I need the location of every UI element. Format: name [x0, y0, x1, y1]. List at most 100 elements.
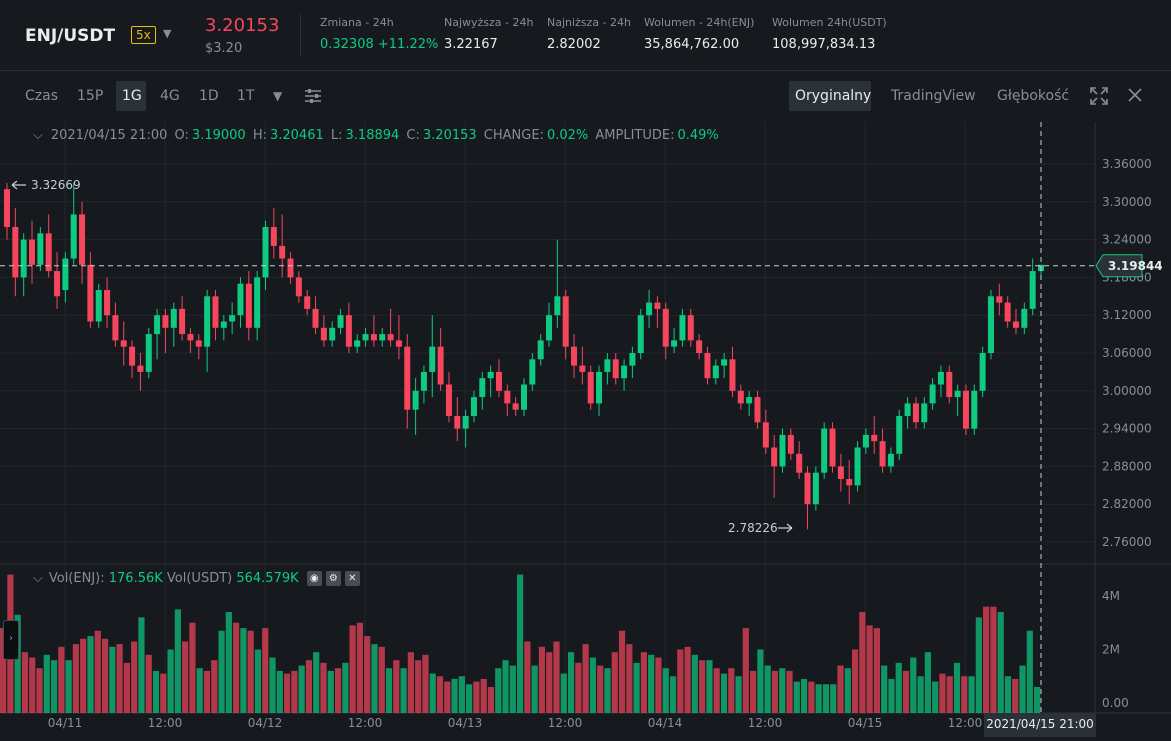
volume-bar	[902, 670, 910, 713]
volume-bar	[174, 609, 181, 713]
candle-body	[721, 359, 728, 366]
volume-bar	[560, 673, 567, 713]
candle-body	[487, 371, 494, 379]
indicator-settings-icon[interactable]	[304, 87, 322, 108]
candlestick-chart[interactable]: 3.360003.300003.240003.180003.120003.060…	[0, 122, 1171, 738]
interval-1g[interactable]: 1G	[122, 88, 142, 104]
interval-15p[interactable]: 15P	[77, 88, 104, 104]
volume-bar	[283, 673, 291, 713]
chart-area[interactable]: 3.36000 3.30000 3.24000 3.18000 3.12000 3.060…	[0, 122, 1171, 738]
vol-usdt-label: Vol(USDT)	[166, 571, 233, 586]
volume-bar	[320, 662, 327, 713]
volume-bar	[946, 676, 953, 713]
volume-bar	[837, 665, 844, 713]
candle-body	[304, 296, 311, 309]
candle-body	[429, 346, 436, 372]
candle-body	[971, 390, 978, 429]
volume-bar	[313, 652, 320, 713]
volume-bar	[691, 654, 698, 713]
fullscreen-icon[interactable]	[1090, 87, 1108, 108]
candle-body	[921, 403, 928, 423]
interval-1d[interactable]: 1D	[199, 88, 219, 104]
stat-value: 3.22167	[444, 37, 498, 52]
volume-bar	[378, 646, 385, 713]
candle-body	[904, 403, 911, 416]
volume-bar	[917, 676, 924, 713]
candle-body	[420, 371, 427, 391]
candle-body	[262, 227, 269, 278]
view-tradingview[interactable]: TradingView	[891, 88, 976, 104]
volume-bar	[953, 662, 961, 713]
volume-bar	[364, 636, 371, 713]
chart-toolbar	[0, 71, 1171, 121]
vol-enj-label: Vol(ENJ):	[48, 571, 105, 586]
volume-bar	[167, 649, 174, 713]
candle-body	[671, 340, 678, 347]
price-tick-label: 3.00000	[1102, 384, 1152, 398]
close-icon[interactable]	[1128, 88, 1142, 105]
eye-icon[interactable]: ◉	[306, 571, 322, 586]
amplitude-value: 0.49%	[677, 128, 719, 143]
candle-body	[746, 397, 753, 404]
time-tick-label: 04/15	[848, 716, 883, 730]
candle-body	[479, 378, 486, 398]
interval-4g[interactable]: 4G	[160, 88, 180, 104]
volume-bar	[538, 646, 546, 713]
collapse-chevron-icon[interactable]: ⌵	[33, 571, 43, 586]
volume-bar	[720, 673, 728, 713]
candle-body	[354, 340, 361, 347]
volume-bar	[851, 649, 859, 713]
interval-1t[interactable]: 1T	[237, 88, 255, 104]
high-value: 3.20461	[269, 128, 324, 143]
volume-bar	[648, 654, 655, 713]
candle-body	[996, 296, 1003, 303]
volume-bar	[575, 662, 582, 713]
volume-bar	[640, 652, 647, 713]
min-price-marker: 2.78226	[728, 521, 778, 535]
crosshair-price-tag	[1095, 254, 1143, 278]
view-original[interactable]: Oryginalny	[795, 88, 872, 104]
remove-icon[interactable]: ✕	[344, 571, 360, 586]
collapse-chevron-icon[interactable]: ⌵	[33, 128, 43, 143]
open-value: 3.19000	[191, 128, 246, 143]
candle-body	[812, 472, 819, 505]
candle-body	[320, 327, 327, 341]
header-divider	[300, 14, 301, 56]
volume-bar	[895, 662, 902, 713]
candle-body	[220, 321, 227, 328]
candle-body	[362, 334, 369, 341]
last-price-usd: $3.20	[205, 41, 243, 56]
expand-panel-handle[interactable]: ›	[3, 620, 19, 660]
volume-bar	[502, 660, 509, 713]
caret-down-icon[interactable]: ▼	[163, 27, 172, 40]
view-depth[interactable]: Głębokość	[997, 88, 1070, 104]
candle-body	[237, 283, 244, 316]
crosshair-time-label: 2021/04/15 21:00	[986, 717, 1094, 731]
volume-bar	[196, 668, 203, 713]
volume-bar	[58, 646, 65, 713]
volume-tick-label: 2M	[1102, 643, 1120, 657]
volume-bar	[327, 670, 334, 713]
candle-body	[646, 302, 653, 316]
volume-bar	[662, 668, 669, 713]
volume-bar	[131, 641, 138, 713]
candle-body	[462, 416, 469, 429]
candle-body	[1004, 302, 1011, 322]
volume-bar	[1026, 630, 1033, 713]
volume-bar	[517, 574, 524, 713]
volume-bar	[1019, 665, 1026, 713]
volume-bar	[873, 628, 881, 713]
candle-body	[112, 315, 119, 341]
candle-body	[662, 308, 669, 347]
high-label: H:	[252, 128, 267, 143]
settings-icon[interactable]: ⚙	[325, 571, 341, 586]
stat-value: 108,997,834.13	[772, 37, 876, 52]
time-tick-label: 04/12	[248, 716, 283, 730]
volume-bar	[997, 612, 1004, 713]
interval-more-icon[interactable]: ▼	[273, 89, 283, 103]
volume-bar	[94, 630, 101, 713]
pair-selector[interactable]: ENJ/USDT	[25, 26, 116, 46]
candle-body	[704, 353, 711, 379]
volume-bar	[50, 660, 58, 713]
candle-body	[729, 359, 736, 391]
